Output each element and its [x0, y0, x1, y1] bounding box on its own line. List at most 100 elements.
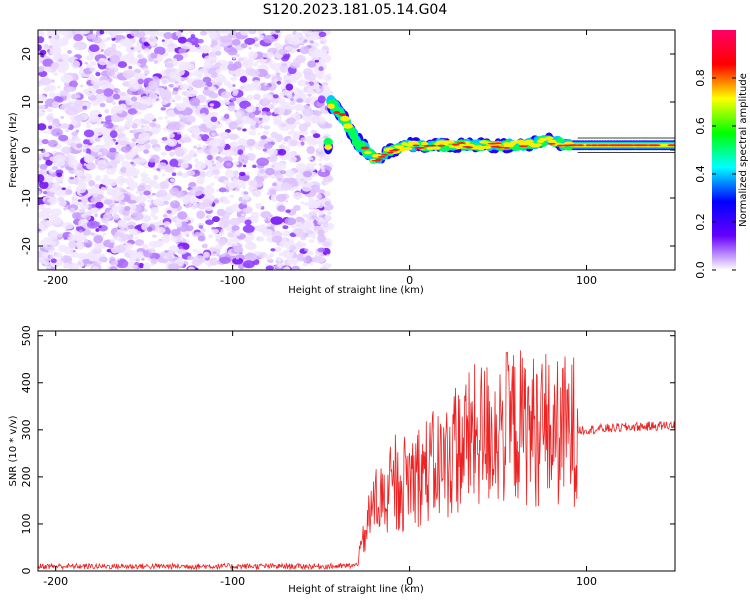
signal-blob	[417, 146, 426, 149]
noise-blob	[191, 38, 196, 42]
noise-blob	[74, 94, 81, 99]
noise-blob	[230, 97, 237, 102]
noise-blob	[207, 100, 221, 109]
noise-blob	[316, 193, 322, 200]
noise-blob	[135, 258, 140, 262]
noise-blob	[289, 97, 294, 101]
noise-blob	[155, 226, 166, 234]
noise-blob	[321, 82, 329, 87]
noise-blob	[139, 192, 144, 196]
noise-blob	[208, 214, 213, 219]
y-tick-label: 0	[20, 147, 33, 154]
noise-blob	[161, 236, 168, 242]
signal-blob	[423, 145, 432, 147]
noise-blob	[206, 81, 213, 87]
noise-blob	[167, 121, 181, 130]
noise-blob	[186, 115, 196, 123]
spectrogram-y-ticks: -20 -10 0 10 20	[20, 47, 675, 255]
noise-blob	[127, 108, 138, 115]
noise-blob	[256, 157, 270, 167]
noise-blob	[109, 155, 116, 161]
noise-blob	[115, 39, 121, 44]
noise-blob	[276, 193, 287, 203]
snr-panel: -200 -100 0 100 0 100 200 300 400 500 Height of …	[8, 325, 676, 595]
noise-blob	[116, 154, 125, 162]
noise-blob	[53, 72, 59, 76]
signal-blob	[402, 146, 413, 151]
noise-blob	[194, 158, 199, 163]
noise-blob	[199, 134, 204, 138]
noise-blob	[94, 137, 101, 142]
noise-blob	[131, 264, 139, 270]
noise-blob	[309, 31, 321, 41]
noise-blob	[48, 169, 54, 175]
noise-blob	[223, 149, 235, 157]
noise-blob	[312, 208, 319, 213]
noise-blob	[235, 256, 240, 260]
noise-blob	[261, 229, 273, 237]
noise-blob	[242, 164, 247, 168]
noise-blob	[303, 259, 307, 263]
noise-blob	[212, 163, 216, 167]
noise-blob	[160, 107, 166, 111]
noise-blob	[195, 267, 199, 270]
noise-blob	[109, 245, 114, 249]
noise-blob	[246, 94, 255, 101]
noise-blob	[54, 34, 60, 40]
noise-blob	[140, 158, 147, 163]
noise-blob	[319, 58, 326, 65]
noise-blob	[157, 162, 167, 170]
noise-blob	[42, 251, 49, 259]
y-tick-label: 100	[20, 513, 33, 534]
noise-blob	[247, 179, 258, 187]
noise-blob	[191, 60, 196, 63]
x-tick-label: -200	[43, 274, 68, 287]
noise-blob	[67, 186, 72, 189]
noise-blob	[198, 225, 204, 229]
noise-blob	[252, 164, 257, 169]
noise-blob	[112, 101, 116, 105]
noise-blob	[307, 221, 313, 228]
noise-blob	[322, 175, 334, 183]
colorbar-tick-label: 0.6	[694, 117, 707, 135]
noise-blob	[275, 30, 281, 33]
noise-blob	[84, 61, 89, 65]
noise-blob	[242, 260, 255, 269]
signal-blob	[371, 159, 382, 162]
noise-blob	[107, 78, 113, 82]
noise-blob	[38, 123, 47, 131]
noise-blob	[171, 172, 177, 177]
noise-blob	[205, 122, 214, 129]
noise-blob	[231, 84, 236, 87]
noise-blob	[211, 73, 218, 78]
noise-blob	[228, 121, 238, 130]
noise-blob	[156, 189, 168, 197]
noise-blob	[190, 34, 196, 38]
noise-blob	[208, 234, 214, 239]
noise-blob	[273, 42, 281, 48]
noise-blob	[38, 61, 41, 65]
noise-blob	[118, 103, 127, 111]
noise-blob	[324, 215, 331, 221]
noise-blob	[204, 170, 215, 178]
noise-blob	[169, 151, 175, 157]
noise-blob	[171, 182, 175, 185]
noise-blob	[183, 200, 189, 205]
noise-blob	[177, 131, 181, 135]
noise-blob	[59, 90, 69, 97]
noise-blob	[141, 176, 152, 184]
noise-blob	[287, 131, 293, 135]
noise-blob	[58, 134, 69, 142]
noise-blob	[47, 139, 58, 148]
noise-blob	[85, 162, 97, 170]
noise-blob	[263, 142, 273, 149]
noise-blob	[62, 34, 70, 42]
noise-blob	[107, 178, 118, 187]
noise-blob	[46, 108, 53, 113]
noise-blob	[125, 166, 136, 175]
colorbar-ticks: 0.0 0.2 0.4 0.6 0.8	[694, 69, 736, 279]
noise-blob	[189, 97, 201, 107]
noise-blob	[130, 30, 140, 37]
noise-blob	[128, 78, 139, 88]
noise-blob	[168, 245, 180, 254]
